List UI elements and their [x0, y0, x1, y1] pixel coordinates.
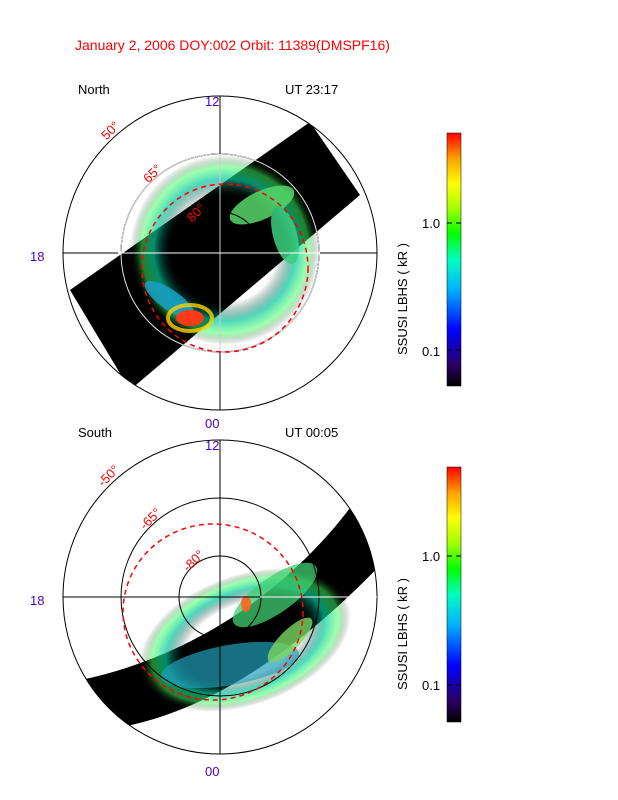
- lat-label-minus80: -80°: [180, 547, 208, 575]
- mlt-label-00: 00: [205, 416, 219, 431]
- ut-label: UT 00:05: [285, 425, 338, 440]
- mlt-label-18: 18: [30, 593, 44, 608]
- ut-label: UT 23:17: [285, 82, 338, 97]
- figure-title: January 2, 2006 DOY:002 Orbit: 11389(DMS…: [75, 37, 390, 53]
- hemisphere-label: South: [78, 425, 112, 440]
- mlt-label-12: 12: [205, 438, 219, 453]
- lat-label-minus65: -65°: [137, 505, 165, 533]
- colorbar-tick-01: 0.1: [422, 678, 440, 693]
- hemisphere-label: North: [78, 82, 110, 97]
- north-hotspot: [176, 310, 204, 326]
- colorbar-tick-1: 1.0: [422, 216, 440, 231]
- south-image-swath: [80, 508, 377, 730]
- mlt-label-00: 00: [205, 764, 219, 779]
- mlt-label-18: 18: [30, 249, 44, 264]
- colorbar-south: 1.0 0.1 SSUSI LBHS ( kR ): [395, 466, 462, 723]
- lat-label-50: 50°: [98, 118, 123, 143]
- colorbar-tick-01: 0.1: [422, 344, 440, 359]
- colorbar-north: 1.0 0.1 SSUSI LBHS ( kR ): [395, 132, 462, 387]
- auroral-boundary: [141, 183, 309, 353]
- colorbar-tick-1: 1.0: [422, 549, 440, 564]
- south-panel: South UT 00:05 -50° -65° -80° 12 18 00: [30, 425, 378, 779]
- lat-label-minus50: -50°: [95, 462, 123, 490]
- auroral-boundary: [122, 523, 304, 701]
- colorbar-label: SSUSI LBHS ( kR ): [395, 578, 410, 690]
- colorbar-label: SSUSI LBHS ( kR ): [395, 243, 410, 355]
- north-image-swath: [70, 122, 360, 390]
- north-panel: North UT 23:17 50° 65° 80°: [30, 82, 378, 431]
- mlt-label-12: 12: [205, 94, 219, 109]
